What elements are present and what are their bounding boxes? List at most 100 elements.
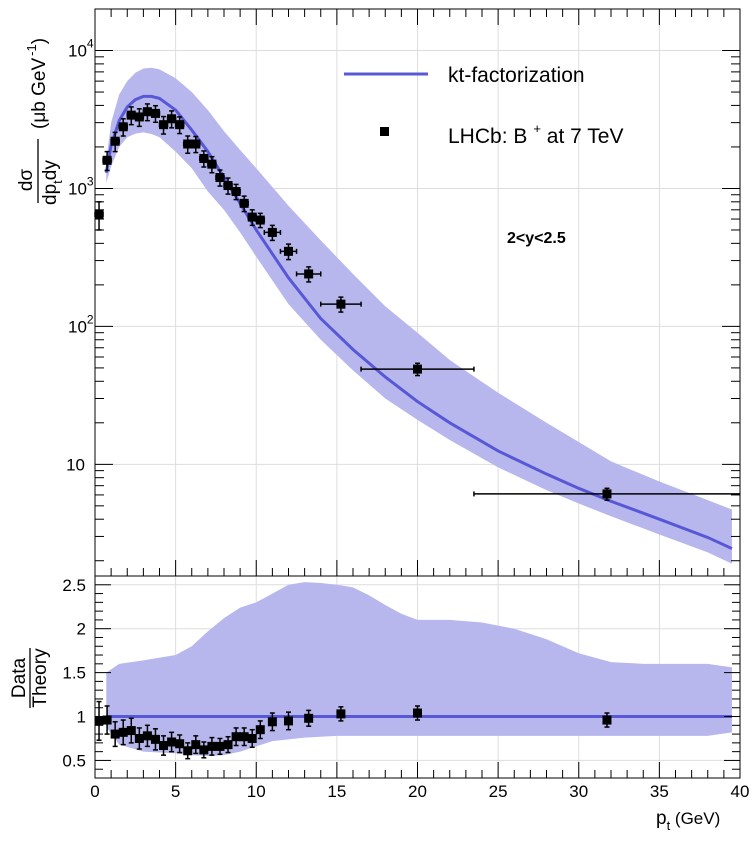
legend-label-data: LHCb: B + at 7 TeV — [448, 121, 623, 148]
ratio-point — [167, 737, 177, 747]
y-label-unit-close: ) — [29, 38, 50, 44]
x-axis-label: pt (GeV) — [656, 808, 720, 833]
bottom-x-ticks: 0 5 10 15 20 25 30 35 40 — [90, 762, 749, 801]
ratio-uncertainty-band — [106, 582, 732, 757]
data-point — [304, 269, 314, 279]
x-tick-label: 30 — [569, 782, 588, 801]
ratio-point — [602, 715, 612, 725]
ratio-point — [150, 734, 160, 744]
data-point — [284, 246, 293, 256]
data-point — [142, 107, 152, 117]
top-x-ticks — [94, 9, 741, 576]
rapidity-annotation: 2<y<2.5 — [507, 230, 566, 247]
ratio-point — [118, 727, 128, 737]
x-tick-label: 0 — [90, 782, 99, 801]
ratio-point — [126, 726, 136, 736]
bottom-y-tick-label: 0.5 — [62, 751, 86, 770]
x-tick-label: 20 — [408, 782, 427, 801]
x-tick-label: 40 — [731, 782, 750, 801]
model-curve — [104, 94, 733, 550]
ratio-point — [239, 732, 249, 742]
x-tick-label: 35 — [650, 782, 669, 801]
top-y-tick-base: 10 — [68, 317, 87, 336]
top-y-tick-exp: 2 — [87, 312, 94, 326]
top-line — [104, 94, 733, 550]
data-point — [175, 120, 185, 130]
top-y-tick-base: 10 — [68, 42, 87, 61]
legend-data-prefix: LHCb: B — [448, 125, 527, 148]
ratio-point — [231, 732, 241, 742]
ratio-point — [267, 717, 277, 727]
ratio-point — [284, 716, 293, 726]
top-y-tick-label: 10 — [66, 455, 85, 474]
ratio-point — [159, 741, 169, 751]
legend-label-model: kt-factorization — [448, 64, 585, 87]
bottom-y-tick-label: 1.5 — [62, 664, 86, 683]
data-point — [167, 114, 177, 124]
ratio-point — [183, 746, 193, 756]
top-y-tick-base: 10 — [66, 455, 85, 474]
data-point — [159, 120, 169, 130]
data-point — [602, 489, 612, 499]
y-label-unit-exp: -1 — [24, 44, 39, 56]
ratio-point — [304, 713, 314, 723]
model-uncertainty-band — [106, 67, 732, 564]
data-point — [150, 108, 160, 118]
data-point — [336, 299, 346, 309]
top-y-tick-label: 103 — [68, 174, 94, 198]
x-label-sub: t — [667, 818, 671, 833]
ratio-point — [191, 740, 201, 750]
ratio-point — [94, 716, 104, 726]
x-label-unit: (GeV) — [670, 809, 720, 828]
data-point — [215, 173, 225, 183]
top-y-tick-label: 102 — [68, 312, 94, 336]
data-point — [247, 212, 257, 222]
legend-data-suffix: at 7 TeV — [541, 125, 624, 148]
data-point — [126, 110, 136, 120]
bottom-points — [94, 700, 612, 760]
top-y-tick-base: 10 — [68, 179, 87, 198]
ratio-point — [142, 731, 152, 741]
data-point — [118, 122, 128, 132]
data-point — [102, 155, 112, 165]
bottom-band — [106, 582, 732, 757]
legend-marker-data — [380, 127, 389, 136]
ratio-point — [199, 745, 209, 755]
bottom-y-tick-label: 2.5 — [62, 576, 86, 595]
x-tick-label: 10 — [247, 782, 266, 801]
y-label-dp: dp — [40, 184, 61, 205]
bottom-y-tick-label: 2 — [77, 620, 86, 639]
legend: kt-factorization LHCb: B + at 7 TeV — [344, 64, 623, 148]
y-label-units: (μb GeV -1) — [24, 38, 50, 129]
ratio-numerator: Data — [9, 658, 30, 699]
top-y-tick-exp: 4 — [87, 37, 94, 51]
top-y-tick-label: 104 — [68, 37, 94, 61]
ratio-point — [247, 733, 257, 743]
data-point — [413, 364, 422, 374]
data-point — [255, 215, 265, 225]
ratio-point — [207, 741, 217, 751]
bottom-y-ticks: 0.5 1 1.5 2 2.5 — [62, 575, 740, 779]
data-point — [110, 136, 120, 146]
data-point — [183, 139, 193, 149]
ratio-point — [223, 740, 233, 750]
bottom-panel: 0.5 1 1.5 2 2.5 0 5 10 15 20 25 30 35 40 Data Theory… — [9, 575, 749, 833]
data-point — [199, 153, 209, 163]
ratio-point — [175, 739, 185, 749]
data-point — [223, 181, 233, 191]
ratio-point — [413, 708, 422, 718]
bottom-y-tick-label: 1 — [77, 708, 86, 727]
x-label-main: p — [656, 808, 667, 829]
ratio-point — [110, 729, 120, 739]
data-point — [134, 112, 144, 122]
data-point — [239, 198, 249, 208]
y-label-numerator: dσ — [16, 169, 37, 192]
y-label-denominator: dptdy — [40, 160, 65, 205]
top-y-tick-exp: 3 — [87, 174, 94, 188]
ratio-point — [102, 715, 112, 725]
data-point — [94, 209, 104, 219]
ratio-point — [215, 741, 225, 751]
